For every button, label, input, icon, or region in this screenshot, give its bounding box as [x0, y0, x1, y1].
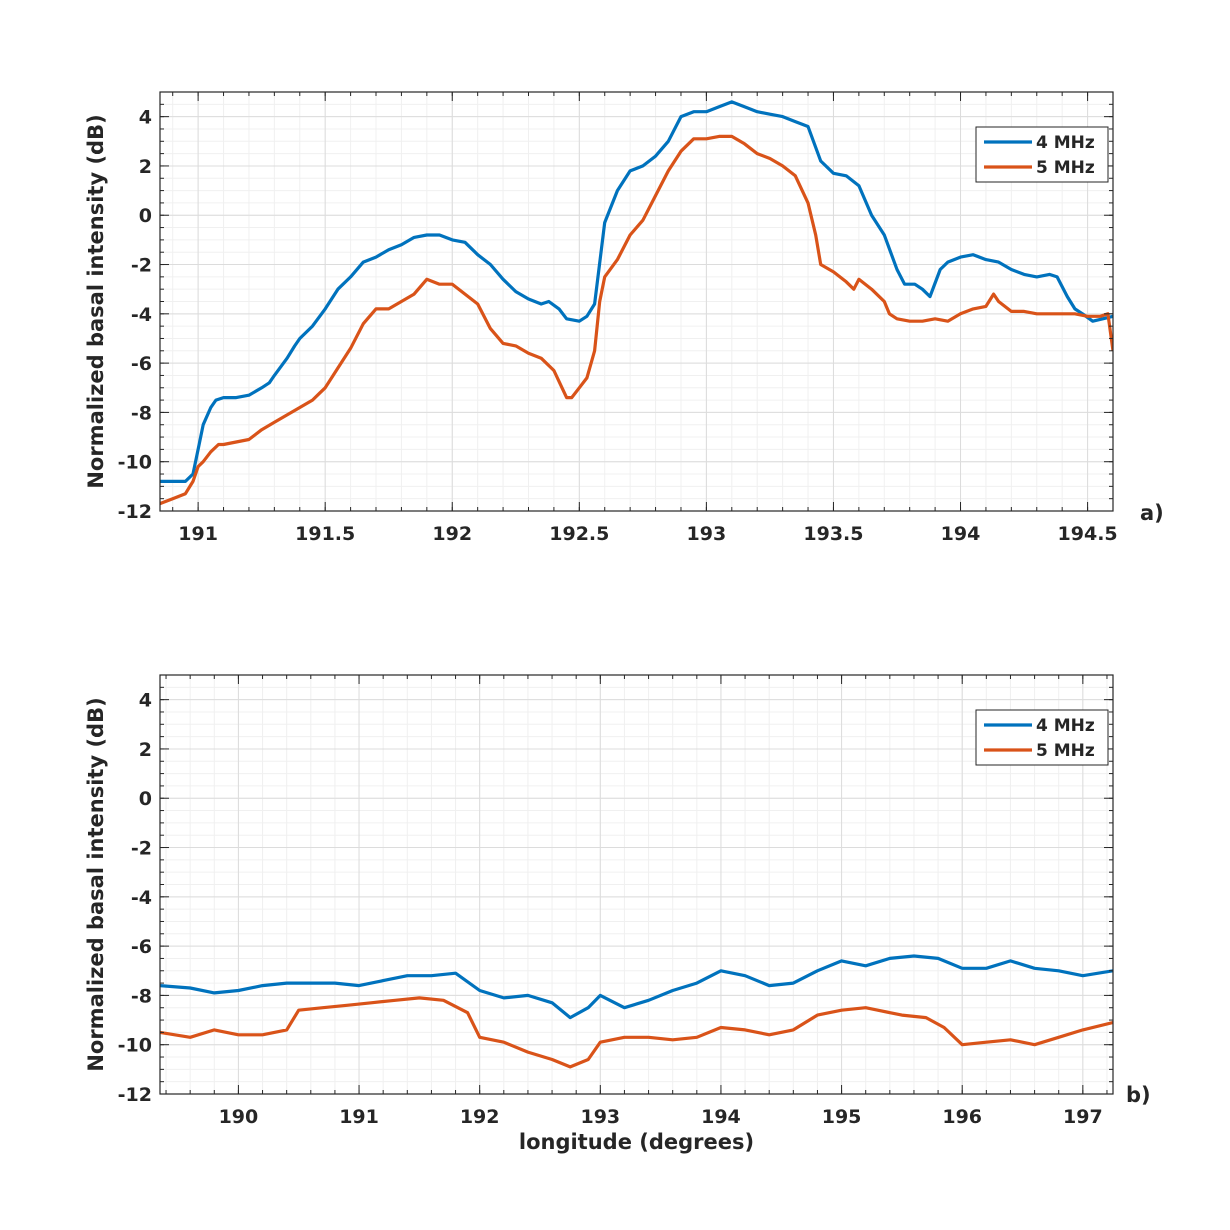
legend-box: [975, 126, 1109, 183]
x-tick-label: 191.5: [295, 523, 355, 545]
x-tick-label: 194: [941, 523, 981, 545]
y-tick-label: -4: [131, 304, 152, 326]
x-tick-label: 193.5: [803, 523, 863, 545]
x-tick-label: 197: [1063, 1106, 1103, 1128]
y-tick-label: -10: [118, 452, 152, 474]
y-tick-label: 0: [139, 205, 152, 227]
chart-panel-a: 191 191.5 192 192.5 193 193.5 194 194.5 -12 -10 -8…: [84, 91, 1164, 545]
legend-label: 5 MHz: [1036, 741, 1095, 761]
y-tick-label: -6: [131, 353, 152, 375]
y-tick-label: -12: [118, 1084, 152, 1106]
y-tick-label: 4: [139, 107, 152, 129]
x-tick-label: 194: [701, 1106, 741, 1128]
y-tick-label: -2: [131, 838, 152, 860]
x-tick-label: 192: [432, 523, 472, 545]
y-tick-label: 2: [139, 156, 152, 178]
x-tick-label: 192.5: [549, 523, 609, 545]
x-tick-label: 195: [822, 1106, 862, 1128]
x-tick-label: 196: [942, 1106, 982, 1128]
y-tick-label: -8: [131, 402, 152, 424]
x-tick-label: 191: [178, 523, 218, 545]
legend-label: 5 MHz: [1036, 158, 1095, 178]
y-tick-label: -4: [131, 887, 152, 909]
y-tick-label: -2: [131, 255, 152, 277]
y-axis-label: Normalized basal intensity (dB): [84, 114, 108, 488]
y-tick-label: -12: [118, 501, 152, 523]
legend: 4 MHz 5 MHz: [975, 709, 1109, 766]
y-tick-label: -10: [118, 1035, 152, 1057]
series-line-4-mhz: [160, 100, 1113, 483]
x-tick-label: 194.5: [1058, 523, 1118, 545]
chart-panel-b: 190 191 192 193 194 195 196 197 -12 -10 -8 -6 -4 -2 0 2…: [84, 674, 1151, 1154]
x-tick-label: 193: [580, 1106, 620, 1128]
series-line-5-mhz: [160, 134, 1113, 506]
x-tick-label: 193: [687, 523, 727, 545]
legend-label: 4 MHz: [1036, 133, 1095, 153]
series-line-4-mhz: [160, 954, 1113, 1020]
y-tick-label: 4: [139, 690, 152, 712]
panel-label: a): [1140, 501, 1164, 525]
y-tick-label: 0: [139, 788, 152, 810]
x-axis-label: longitude (degrees): [519, 1130, 754, 1154]
y-tick-label: -6: [131, 936, 152, 958]
x-tick-label: 191: [339, 1106, 379, 1128]
y-tick-label: 2: [139, 739, 152, 761]
panel-label: b): [1126, 1083, 1151, 1107]
legend-box: [975, 709, 1109, 766]
x-tick-label: 190: [219, 1106, 259, 1128]
y-axis-label: Normalized basal intensity (dB): [84, 697, 108, 1071]
legend-label: 4 MHz: [1036, 716, 1095, 736]
x-tick-label: 192: [460, 1106, 500, 1128]
y-tick-label: -8: [131, 985, 152, 1007]
legend: 4 MHz 5 MHz: [975, 126, 1109, 183]
series-line-5-mhz: [160, 996, 1113, 1069]
